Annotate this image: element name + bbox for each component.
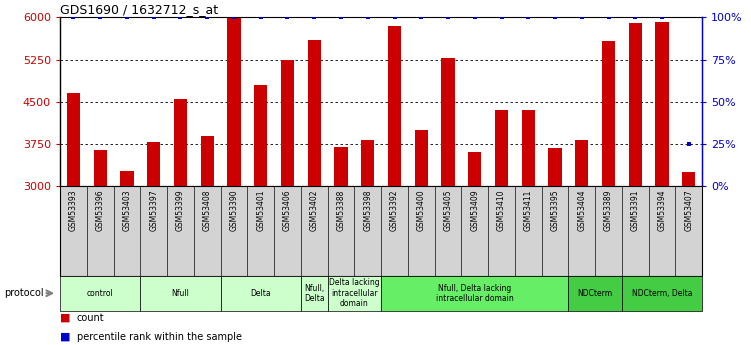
Bar [301,186,327,276]
Bar [167,186,194,276]
Bar [388,26,401,186]
Text: GSM53410: GSM53410 [497,190,506,231]
Text: GSM53411: GSM53411 [523,190,532,231]
Bar [488,186,515,276]
Text: GSM53398: GSM53398 [363,190,372,231]
Text: ■: ■ [60,313,71,323]
Bar [173,99,187,186]
Bar [327,186,354,276]
Bar [575,140,589,186]
Text: Delta: Delta [250,289,271,298]
Text: GSM53395: GSM53395 [550,189,559,231]
Text: Nfull: Nfull [171,289,189,298]
Text: Nfull, Delta lacking
intracellular domain: Nfull, Delta lacking intracellular domai… [436,284,514,303]
Bar [382,276,569,310]
Bar [548,148,562,186]
Text: GSM53407: GSM53407 [684,189,693,231]
Bar [622,276,702,310]
Bar [334,147,348,186]
Text: GSM53391: GSM53391 [631,190,640,231]
Text: GSM53399: GSM53399 [176,189,185,231]
Bar [201,136,214,186]
Bar [541,186,569,276]
Text: count: count [77,313,104,323]
Bar [408,186,435,276]
Bar [308,40,321,186]
Bar [435,186,461,276]
Bar [327,276,382,310]
Bar [147,142,161,186]
Bar [301,276,327,310]
Bar [274,186,301,276]
Bar [221,186,247,276]
Bar [629,23,642,186]
Bar [221,276,301,310]
Text: GSM53409: GSM53409 [470,189,479,231]
Bar [596,186,622,276]
Bar [140,186,167,276]
Bar [87,186,113,276]
Bar [675,186,702,276]
Text: GSM53402: GSM53402 [309,190,318,231]
Text: GSM53393: GSM53393 [69,189,78,231]
Text: GSM53396: GSM53396 [95,189,104,231]
Text: NDCterm: NDCterm [578,289,613,298]
Bar [656,22,668,186]
Text: GSM53406: GSM53406 [283,189,292,231]
Text: GSM53405: GSM53405 [444,189,453,231]
Text: ■: ■ [60,332,71,342]
Text: GSM53400: GSM53400 [417,189,426,231]
Bar [60,186,87,276]
Text: GSM53392: GSM53392 [390,190,399,231]
Bar [354,186,381,276]
Bar [140,276,221,310]
Text: GSM53404: GSM53404 [578,189,587,231]
Text: Nfull,
Delta: Nfull, Delta [304,284,324,303]
Bar [194,186,221,276]
Bar [461,186,488,276]
Bar [361,140,375,186]
Bar [442,58,454,186]
Bar [602,41,615,186]
Bar [382,186,408,276]
Text: GSM53408: GSM53408 [203,190,212,231]
Text: GSM53397: GSM53397 [149,189,158,231]
Text: GSM53394: GSM53394 [658,189,667,231]
Bar [495,110,508,186]
Text: protocol: protocol [4,288,44,298]
Text: NDCterm, Delta: NDCterm, Delta [632,289,692,298]
Bar [415,130,428,186]
Text: percentile rank within the sample: percentile rank within the sample [77,332,242,342]
Bar [247,186,274,276]
Bar [60,276,140,310]
Bar [569,276,622,310]
Text: GSM53401: GSM53401 [256,190,265,231]
Text: control: control [87,289,113,298]
Text: GSM53403: GSM53403 [122,189,131,231]
Bar [67,93,80,186]
Text: Delta lacking
intracellular
domain: Delta lacking intracellular domain [329,278,380,308]
Text: GSM53388: GSM53388 [336,190,345,231]
Bar [228,18,240,186]
Text: GSM53390: GSM53390 [230,189,239,231]
Bar [622,186,649,276]
Bar [682,172,695,186]
Bar [468,152,481,186]
Bar [515,186,541,276]
Text: GDS1690 / 1632712_s_at: GDS1690 / 1632712_s_at [60,3,219,16]
Bar [254,85,267,186]
Text: GSM53389: GSM53389 [604,190,613,231]
Bar [522,110,535,186]
Bar [569,186,596,276]
Bar [120,170,134,186]
Bar [94,150,107,186]
Bar [281,59,294,186]
Bar [649,186,675,276]
Bar [113,186,140,276]
